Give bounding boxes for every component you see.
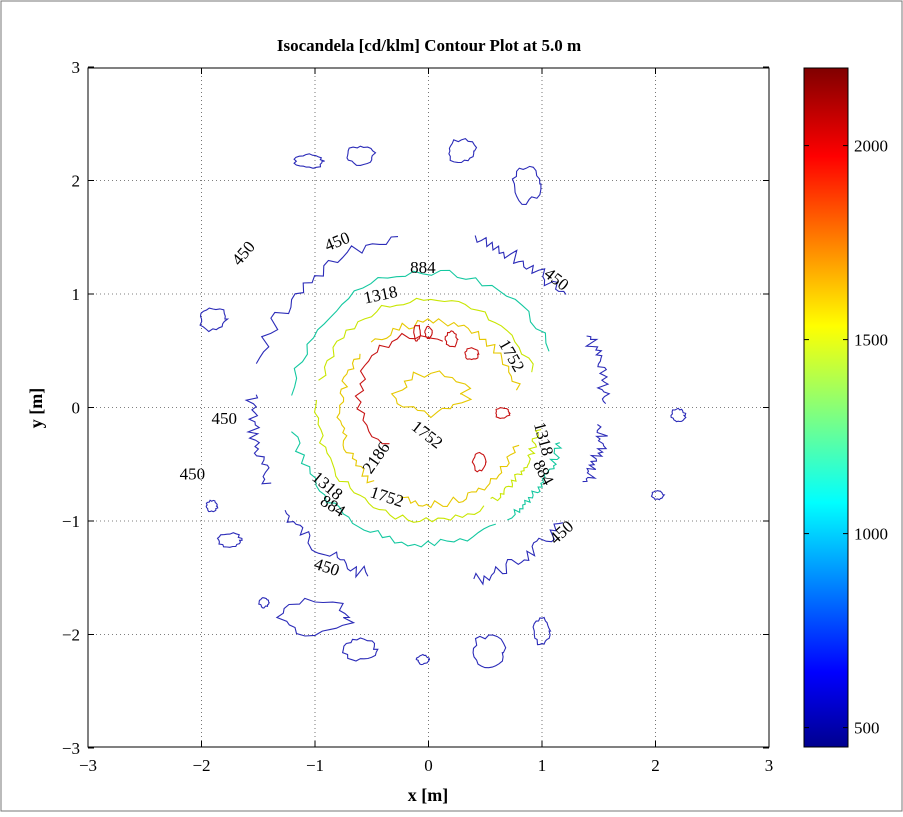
- chart-title: Isocandela [cd/klm] Contour Plot at 5.0 …: [277, 36, 581, 55]
- x-tick-label: −1: [306, 756, 324, 775]
- y-tick-label: −2: [62, 626, 80, 645]
- contour-line-1752: [400, 444, 520, 509]
- contour-line-884: [291, 269, 550, 396]
- x-ticks: −3 −2 −1 0 1 2 3: [79, 68, 773, 775]
- colorbar-tick-label: 1000: [854, 525, 888, 544]
- contour-line-450: [284, 509, 369, 579]
- contour-line-450: [448, 137, 478, 164]
- y-tick-label: 3: [72, 58, 81, 77]
- contour-line-2186: [444, 330, 459, 348]
- contour-line-450: [216, 532, 243, 548]
- x-axis-label: x [m]: [408, 785, 448, 805]
- x-tick-label: −3: [79, 756, 97, 775]
- contour-line-2186: [413, 324, 422, 342]
- colorbar-ticks: 500 1000 1500 2000: [804, 137, 888, 738]
- contour-line-1318: [313, 399, 485, 523]
- x-tick-label: 3: [765, 756, 774, 775]
- contour-line-2186: [495, 407, 511, 419]
- contour-line-450: [255, 236, 399, 364]
- contour-label: 450: [211, 409, 237, 428]
- x-tick-label: −2: [192, 756, 210, 775]
- contour-line-450: [293, 153, 325, 169]
- contour-line-1752: [336, 353, 375, 484]
- y-ticks: −3 −2 −1 0 1 2 3: [62, 58, 769, 758]
- contours: [199, 137, 687, 669]
- x-tick-label: 0: [424, 756, 433, 775]
- grid: [88, 68, 769, 747]
- y-tick-label: 2: [72, 172, 81, 191]
- x-tick-label: 1: [538, 756, 547, 775]
- colorbar: [803, 67, 849, 748]
- contour-line-450: [275, 597, 356, 637]
- contour-line-450: [511, 165, 542, 205]
- contour-line-450: [584, 335, 611, 404]
- colorbar-tick-label: 1500: [854, 331, 888, 350]
- contour-label: 450: [180, 465, 206, 484]
- contour-line-450: [346, 145, 377, 166]
- y-tick-label: 0: [72, 399, 81, 418]
- contour-line-450: [341, 637, 379, 662]
- contour-line-450: [650, 490, 666, 501]
- contour-line-450: [205, 499, 219, 513]
- contour-line-2186: [464, 347, 480, 361]
- contour-line-1318: [490, 429, 542, 502]
- contour-line-450: [532, 616, 552, 646]
- contour-line-2186: [424, 325, 433, 340]
- colorbar-tick-label: 500: [854, 719, 880, 738]
- contour-line-450: [474, 235, 567, 295]
- contour-line-450: [670, 407, 687, 423]
- contour-line-884: [507, 442, 563, 521]
- contour-line-1318: [318, 297, 534, 381]
- y-tick-label: −3: [62, 739, 80, 758]
- contour-line-450: [199, 307, 230, 333]
- y-tick-label: 1: [72, 285, 81, 304]
- contour-line-450: [473, 522, 564, 586]
- contour-line-450: [415, 653, 431, 666]
- contour-line-450: [582, 424, 608, 483]
- y-axis-label: y [m]: [26, 388, 46, 428]
- contour-line-450: [472, 634, 507, 669]
- contour-line-450: [258, 597, 270, 609]
- contour-label: 884: [410, 258, 436, 277]
- contour-line-1752: [370, 318, 521, 391]
- contour-line-2186: [471, 451, 487, 473]
- contour-line-1752: [390, 370, 473, 419]
- x-tick-label: 2: [651, 756, 660, 775]
- contour-line-884: [291, 431, 496, 548]
- contour-line-450: [244, 394, 272, 485]
- colorbar-tick-label: 2000: [854, 137, 888, 156]
- y-tick-label: −1: [62, 512, 80, 531]
